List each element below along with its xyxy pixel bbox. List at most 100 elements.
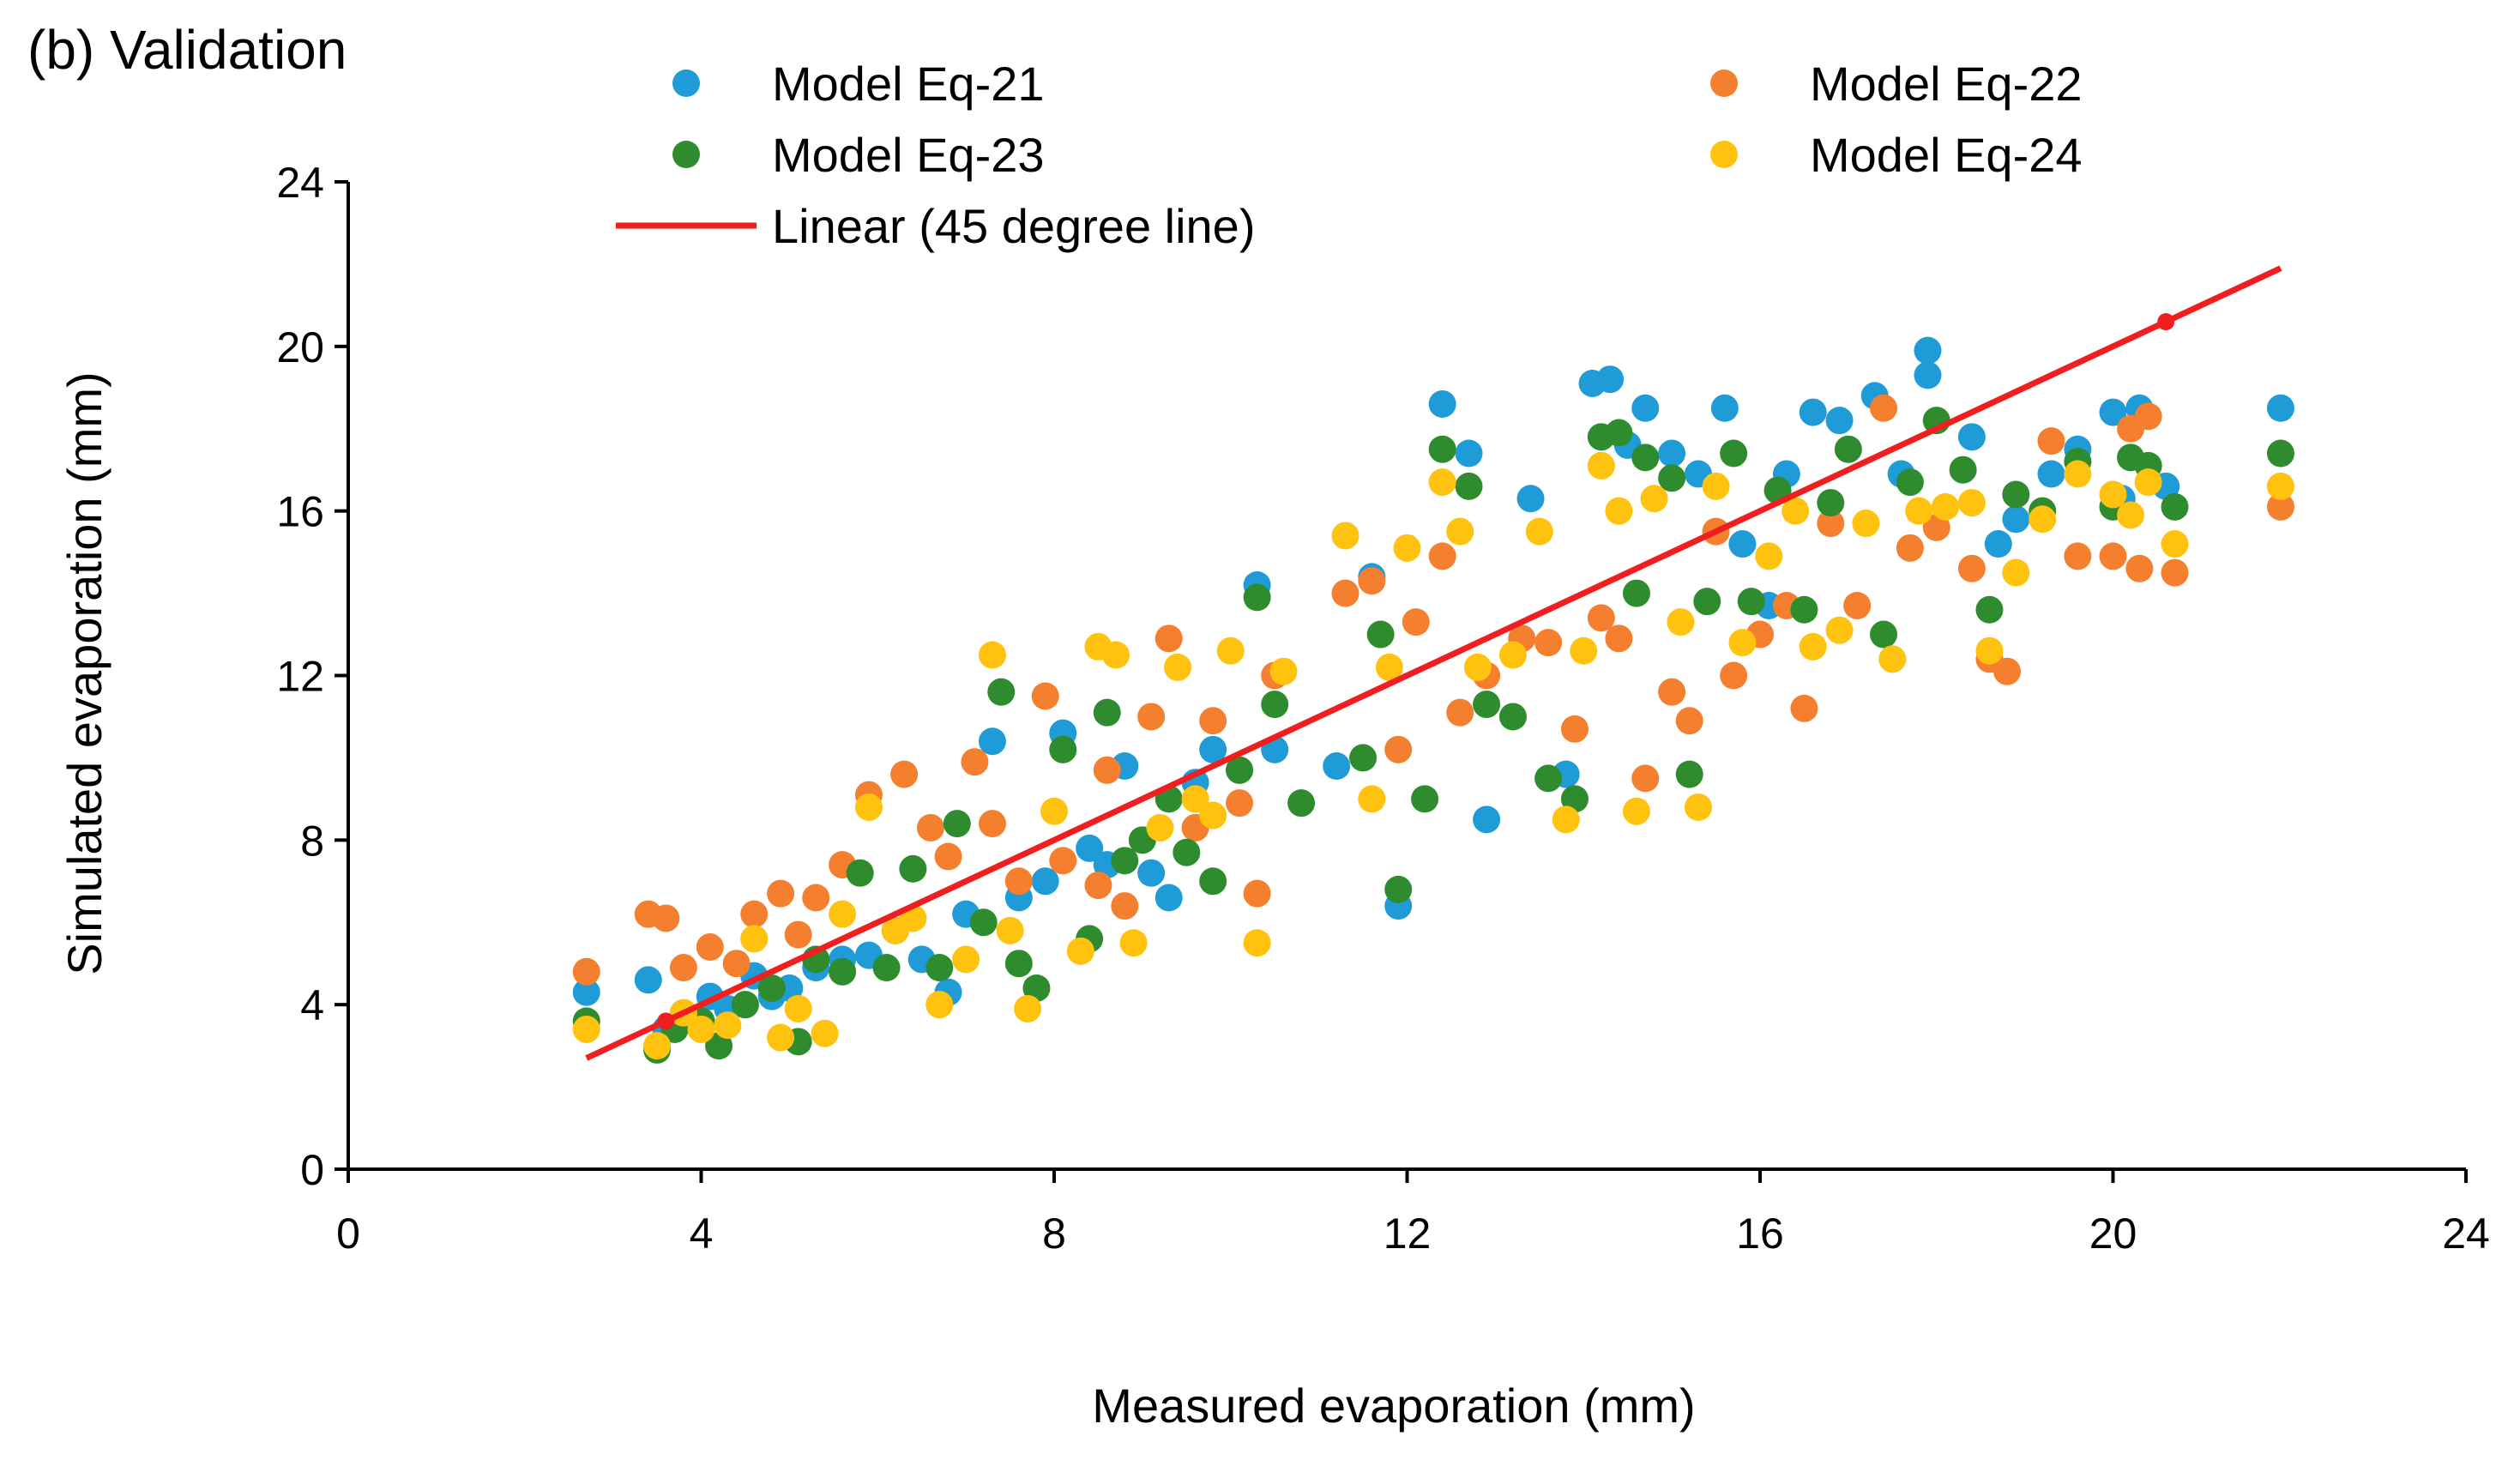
legend-marker-eq24 — [1710, 141, 1738, 168]
data-point — [978, 727, 1006, 756]
data-point — [1049, 735, 1077, 763]
series-45-line — [585, 265, 2282, 1061]
data-point — [1631, 443, 1660, 472]
data-point — [1720, 661, 1748, 690]
data-point — [1605, 419, 1633, 447]
data-point — [1004, 950, 1033, 978]
data-point — [1349, 744, 1378, 772]
data-point — [1093, 756, 1121, 784]
data-point — [572, 1015, 600, 1043]
data-point — [687, 1015, 715, 1043]
data-point — [1226, 756, 1254, 784]
data-point — [2266, 492, 2294, 521]
legend-marker-eq22 — [1710, 69, 1738, 97]
legend-label-eq22: Model Eq-22 — [1810, 57, 2083, 111]
data-point — [1534, 629, 1563, 657]
data-point — [1570, 636, 1598, 665]
data-point — [2099, 480, 2127, 509]
data-point — [784, 920, 812, 949]
data-point — [1173, 838, 1201, 866]
data-point — [1658, 678, 1686, 706]
data-point — [1560, 715, 1589, 743]
data-point — [916, 813, 944, 842]
data-point — [1498, 703, 1527, 731]
data-point — [1154, 624, 1183, 653]
data-point — [1825, 407, 1854, 435]
data-point — [1799, 632, 1827, 661]
data-point — [740, 925, 769, 953]
data-point — [934, 842, 962, 871]
legend-label-eq21: Model Eq-21 — [772, 57, 1045, 111]
legend: Model Eq-21 Model Eq-22 Model Eq-23 Mode… — [616, 57, 2083, 253]
data-point — [1834, 435, 1862, 463]
data-point — [1975, 595, 2004, 624]
data-point — [925, 991, 954, 1019]
data-point — [1014, 994, 1042, 1023]
data-point — [1031, 867, 1059, 896]
y-tick-label: 20 — [276, 323, 324, 371]
data-point — [961, 748, 989, 776]
data-point — [740, 900, 769, 928]
data-point — [802, 884, 830, 912]
series-3 — [572, 451, 2294, 1060]
data-point — [696, 933, 724, 962]
data-point — [1957, 489, 1986, 517]
data-point — [1393, 534, 1421, 562]
data-point — [1287, 789, 1316, 817]
data-point — [2161, 530, 2189, 558]
data-point — [634, 966, 662, 994]
x-tick-label: 20 — [2089, 1210, 2137, 1258]
data-point — [1658, 439, 1686, 468]
data-point — [1525, 517, 1553, 546]
x-tick-label: 16 — [1736, 1210, 1784, 1258]
data-point — [996, 916, 1024, 944]
x-axis-label: Measured evaporation (mm) — [1092, 1379, 1695, 1433]
data-point — [2161, 558, 2189, 587]
data-point — [1914, 336, 1942, 365]
data-point — [2002, 558, 2030, 587]
data-point — [652, 904, 680, 932]
data-point — [1790, 694, 1818, 722]
data-point — [872, 954, 901, 982]
data-point — [1411, 785, 1439, 813]
data-point — [890, 760, 919, 788]
legend-marker-eq21 — [672, 69, 700, 97]
data-point — [952, 945, 980, 974]
data-point — [1843, 591, 1872, 619]
data-point — [1375, 653, 1403, 681]
data-point — [987, 678, 1016, 706]
data-point — [1922, 513, 1950, 541]
data-point — [1817, 510, 1845, 538]
y-axis-label: Simulated evaporation (mm) — [57, 371, 112, 974]
y-tick-label: 24 — [276, 159, 324, 207]
data-point — [714, 1011, 742, 1040]
data-point — [1428, 435, 1456, 463]
data-point — [1975, 636, 2004, 665]
data-point — [1084, 872, 1112, 900]
data-point — [1720, 439, 1748, 468]
plot-area — [572, 265, 2294, 1064]
data-point — [2266, 439, 2294, 468]
data-point — [1049, 847, 1077, 875]
data-point — [978, 810, 1006, 838]
data-point — [1199, 707, 1227, 735]
data-point — [1949, 455, 1977, 484]
data-point — [1728, 530, 1757, 558]
data-point — [1269, 657, 1298, 685]
data-point — [1781, 497, 1810, 525]
data-point — [767, 879, 795, 908]
data-point — [572, 957, 600, 986]
series-2 — [572, 407, 2294, 1064]
data-point — [1119, 929, 1148, 957]
y-tick-label: 4 — [300, 981, 324, 1029]
data-point — [1076, 834, 1104, 862]
data-point — [1455, 472, 1483, 500]
data-point — [1622, 579, 1650, 607]
data-point — [1199, 867, 1227, 896]
data-point — [1226, 789, 1254, 817]
data-point — [2266, 394, 2294, 422]
data-point — [1675, 760, 1703, 788]
data-point — [1402, 608, 1430, 636]
data-point — [2037, 427, 2065, 455]
data-point — [1587, 451, 1615, 480]
